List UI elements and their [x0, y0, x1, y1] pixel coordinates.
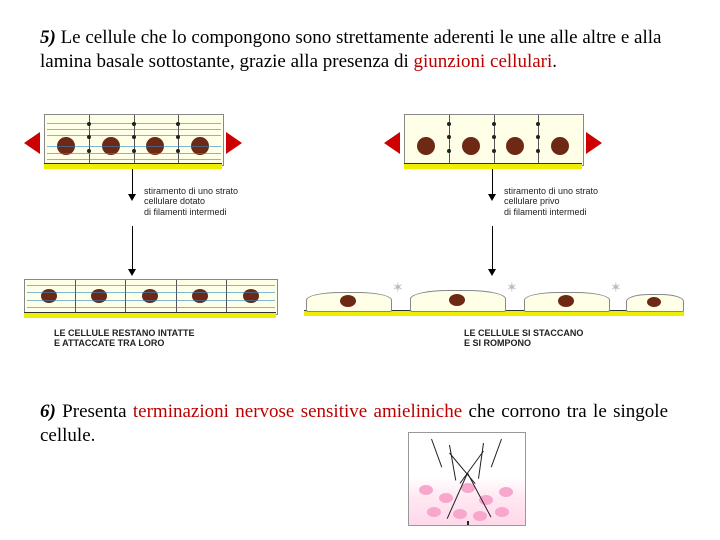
basal-bottom-left [24, 312, 276, 318]
pointer-head-icon [488, 269, 496, 276]
paragraph-5: 5) Le cellule che lo compongono sono str… [40, 26, 668, 74]
para6-highlight: terminazioni nervose sensitive amielinic… [133, 401, 462, 422]
para5-text-a: Le cellule che lo compongono sono strett… [40, 27, 661, 72]
arrow-icon [586, 132, 602, 154]
break-icon: ✶ [506, 280, 518, 297]
caption-bottom-right: LE CELLULE SI STACCANOE SI ROMPONO [464, 328, 664, 349]
pointer-line [132, 226, 133, 270]
para5-text-b: . [552, 51, 557, 72]
caption-top-right: stiramento di uno stratocellulare privod… [504, 186, 664, 217]
broken-cell [410, 290, 506, 312]
para5-highlight: giunzioni cellulari [414, 51, 553, 72]
arrow-icon [384, 132, 400, 154]
basal-top-left [44, 163, 222, 169]
para6-text-a: Presenta [56, 401, 133, 422]
broken-cell [524, 292, 610, 312]
pointer-line [492, 226, 493, 270]
break-icon: ✶ [392, 280, 404, 297]
caption-top-left: stiramento di uno stratocellulare dotato… [144, 186, 304, 217]
basal-top-right [404, 163, 582, 169]
pointer-head-icon [488, 194, 496, 201]
diagram-area: stiramento di uno stratocellulare dotato… [24, 114, 696, 374]
para6-number: 6) [40, 401, 56, 422]
cells-top-right [404, 114, 584, 166]
broken-cell [626, 294, 684, 312]
pointer-head-icon [128, 194, 136, 201]
paragraph-6: 6) Presenta terminazioni nervose sensiti… [40, 400, 668, 448]
pointer-line [492, 169, 493, 195]
arrow-icon [226, 132, 242, 154]
pointer-head-icon [128, 269, 136, 276]
caption-bottom-left: LE CELLULE RESTANO INTATTEE ATTACCATE TR… [54, 328, 274, 349]
broken-cell [306, 292, 392, 312]
arrow-icon [24, 132, 40, 154]
pointer-line [132, 169, 133, 195]
cells-top-left [44, 114, 224, 166]
cells-bottom-left [24, 279, 278, 315]
nerve-image [408, 432, 526, 526]
break-icon: ✶ [610, 280, 622, 297]
para5-number: 5) [40, 27, 56, 48]
